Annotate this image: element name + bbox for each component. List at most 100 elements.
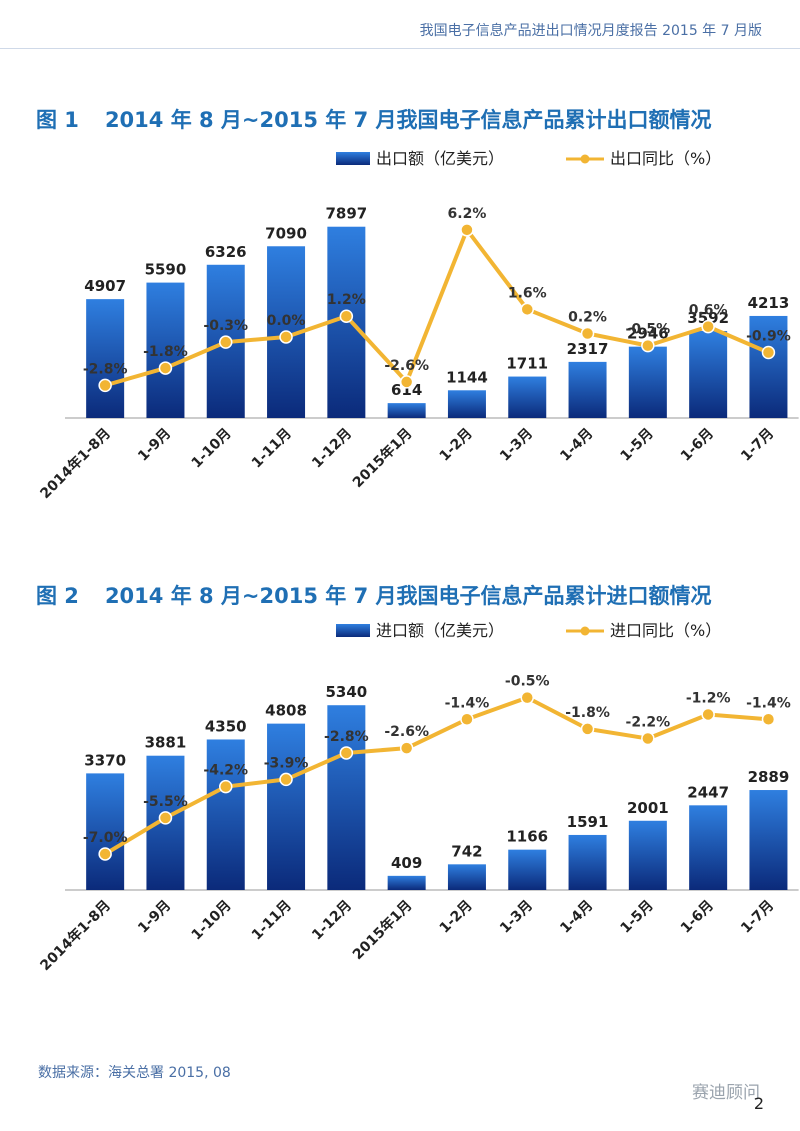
line-value-label: 0.6% (689, 303, 728, 319)
bar (689, 805, 728, 890)
line-point (399, 741, 414, 755)
bar-value-label: 7090 (265, 224, 307, 242)
line-value-label: -0.5% (626, 322, 671, 338)
legend-bar-swatch (336, 152, 370, 165)
bar-value-label: 3592 (687, 309, 729, 327)
bar (387, 403, 426, 418)
legend-bar-label: 进口额（亿美元） (376, 621, 504, 640)
export-chart: 出口额（亿美元） 出口同比（%） 4907 2014年1-8月 5590 1-9月 6326… (37, 149, 799, 502)
x-tick-label: 1-11月 (249, 898, 295, 944)
x-tick-label: 1-7月 (738, 898, 777, 937)
line-point (279, 330, 293, 344)
chart-legend: 出口额（亿美元） 出口同比（%） (336, 149, 721, 168)
bar-value-label: 2946 (627, 325, 669, 343)
bar (628, 346, 667, 418)
import-chart: 进口额（亿美元） 进口同比（%） 3370 2014年1-8月 3881 1-9月 4350… (37, 621, 799, 974)
legend-bar-swatch (336, 624, 370, 637)
line-value-label: -5.5% (143, 794, 188, 810)
x-tick-label: 1-6月 (678, 898, 717, 937)
line-value-label: -2.2% (626, 715, 671, 731)
bar-value-label: 4907 (84, 277, 126, 295)
line-value-label: 1.6% (508, 285, 547, 301)
bar (86, 299, 125, 418)
bar-value-label: 4350 (205, 717, 247, 735)
bar (447, 390, 486, 418)
bar-value-label: 2001 (627, 799, 669, 817)
line-point (761, 345, 776, 360)
line-point (580, 722, 595, 736)
line-point (339, 309, 354, 323)
data-source-note: 数据来源：海关总署 2015, 08 (38, 1065, 231, 1081)
x-tick-label: 1-5月 (618, 898, 657, 937)
line-point (701, 319, 715, 334)
bar (508, 376, 547, 418)
figure-1-number: 图 1 (36, 108, 79, 132)
bar-value-label: 7897 (325, 205, 367, 223)
line-value-label: -1.2% (686, 690, 731, 706)
line-value-label: -7.0% (83, 830, 128, 846)
bar (508, 849, 547, 890)
x-tick-label: 1-7月 (738, 426, 777, 465)
line-point (158, 811, 173, 825)
line-point (641, 731, 655, 746)
bar-value-label: 1166 (506, 828, 548, 846)
bar-value-label: 4213 (748, 294, 790, 312)
line-value-label: -0.9% (746, 329, 791, 345)
line-value-label: -2.8% (324, 729, 369, 745)
bar (689, 330, 728, 418)
legend-line-marker (580, 154, 590, 164)
line-value-label: -2.6% (384, 358, 429, 374)
bar (568, 834, 607, 890)
watermark-logo: 赛迪顾问 (692, 1083, 760, 1103)
line-point (761, 712, 776, 727)
line-value-label: -2.6% (384, 724, 429, 740)
page-number: 2 (753, 1094, 764, 1113)
line-point (460, 223, 474, 237)
line-point (219, 335, 233, 349)
x-tick-label: 1-10月 (189, 426, 235, 472)
x-tick-label: 1-3月 (497, 426, 536, 465)
header-divider (0, 48, 800, 49)
line-point (219, 779, 233, 794)
bar-value-label: 1591 (567, 813, 609, 831)
bar (628, 820, 667, 890)
x-tick-label: 1-10月 (189, 898, 235, 944)
x-tick-label: 2015年1月 (349, 425, 415, 491)
line-point (580, 326, 595, 341)
line-point (641, 338, 655, 353)
chart-legend: 进口额（亿美元） 进口同比（%） (336, 621, 721, 640)
x-tick-label: 1-3月 (497, 898, 536, 937)
line-point (158, 361, 173, 375)
x-tick-label: 2014年1-8月 (37, 897, 114, 974)
legend-line-label: 进口同比（%） (610, 621, 721, 640)
line-value-label: 6.2% (448, 206, 487, 222)
bar-value-label: 4808 (265, 702, 307, 720)
bar-value-label: 5340 (325, 683, 367, 701)
bar (86, 773, 125, 890)
legend-bar-label: 出口额（亿美元） (376, 149, 504, 168)
line-value-label: -1.4% (746, 695, 791, 711)
line-point (460, 712, 474, 727)
line-value-label: -1.8% (565, 705, 610, 721)
x-tick-label: 1-6月 (678, 426, 717, 465)
figure-1-title: 图 1 2014 年 8 月~2015 年 7 月我国电子信息产品累计出口额情况 (36, 104, 712, 134)
line-value-label: 0.0% (267, 313, 306, 329)
line-point (701, 707, 715, 722)
x-tick-label: 1-12月 (309, 426, 355, 472)
bar (749, 315, 788, 418)
bar-value-label: 6326 (205, 243, 247, 261)
figure-1-title-text: 2014 年 8 月~2015 年 7 月我国电子信息产品累计出口额情况 (104, 108, 712, 132)
bar (749, 790, 788, 890)
bar (146, 282, 185, 418)
growth-line (104, 227, 770, 388)
line-value-label: 0.2% (568, 310, 607, 326)
report-header: 我国电子信息产品进出口情况月度报告 2015 年 7 月版 (419, 23, 762, 39)
legend-line-label: 出口同比（%） (610, 149, 721, 168)
bar (568, 361, 607, 418)
x-tick-label: 1-4月 (557, 898, 596, 937)
bar-value-label: 409 (391, 854, 422, 872)
x-tick-label: 1-5月 (618, 426, 657, 465)
bar-value-label: 3370 (84, 751, 126, 769)
line-value-label: -0.5% (505, 674, 550, 690)
line-value-label: -2.8% (83, 361, 128, 377)
